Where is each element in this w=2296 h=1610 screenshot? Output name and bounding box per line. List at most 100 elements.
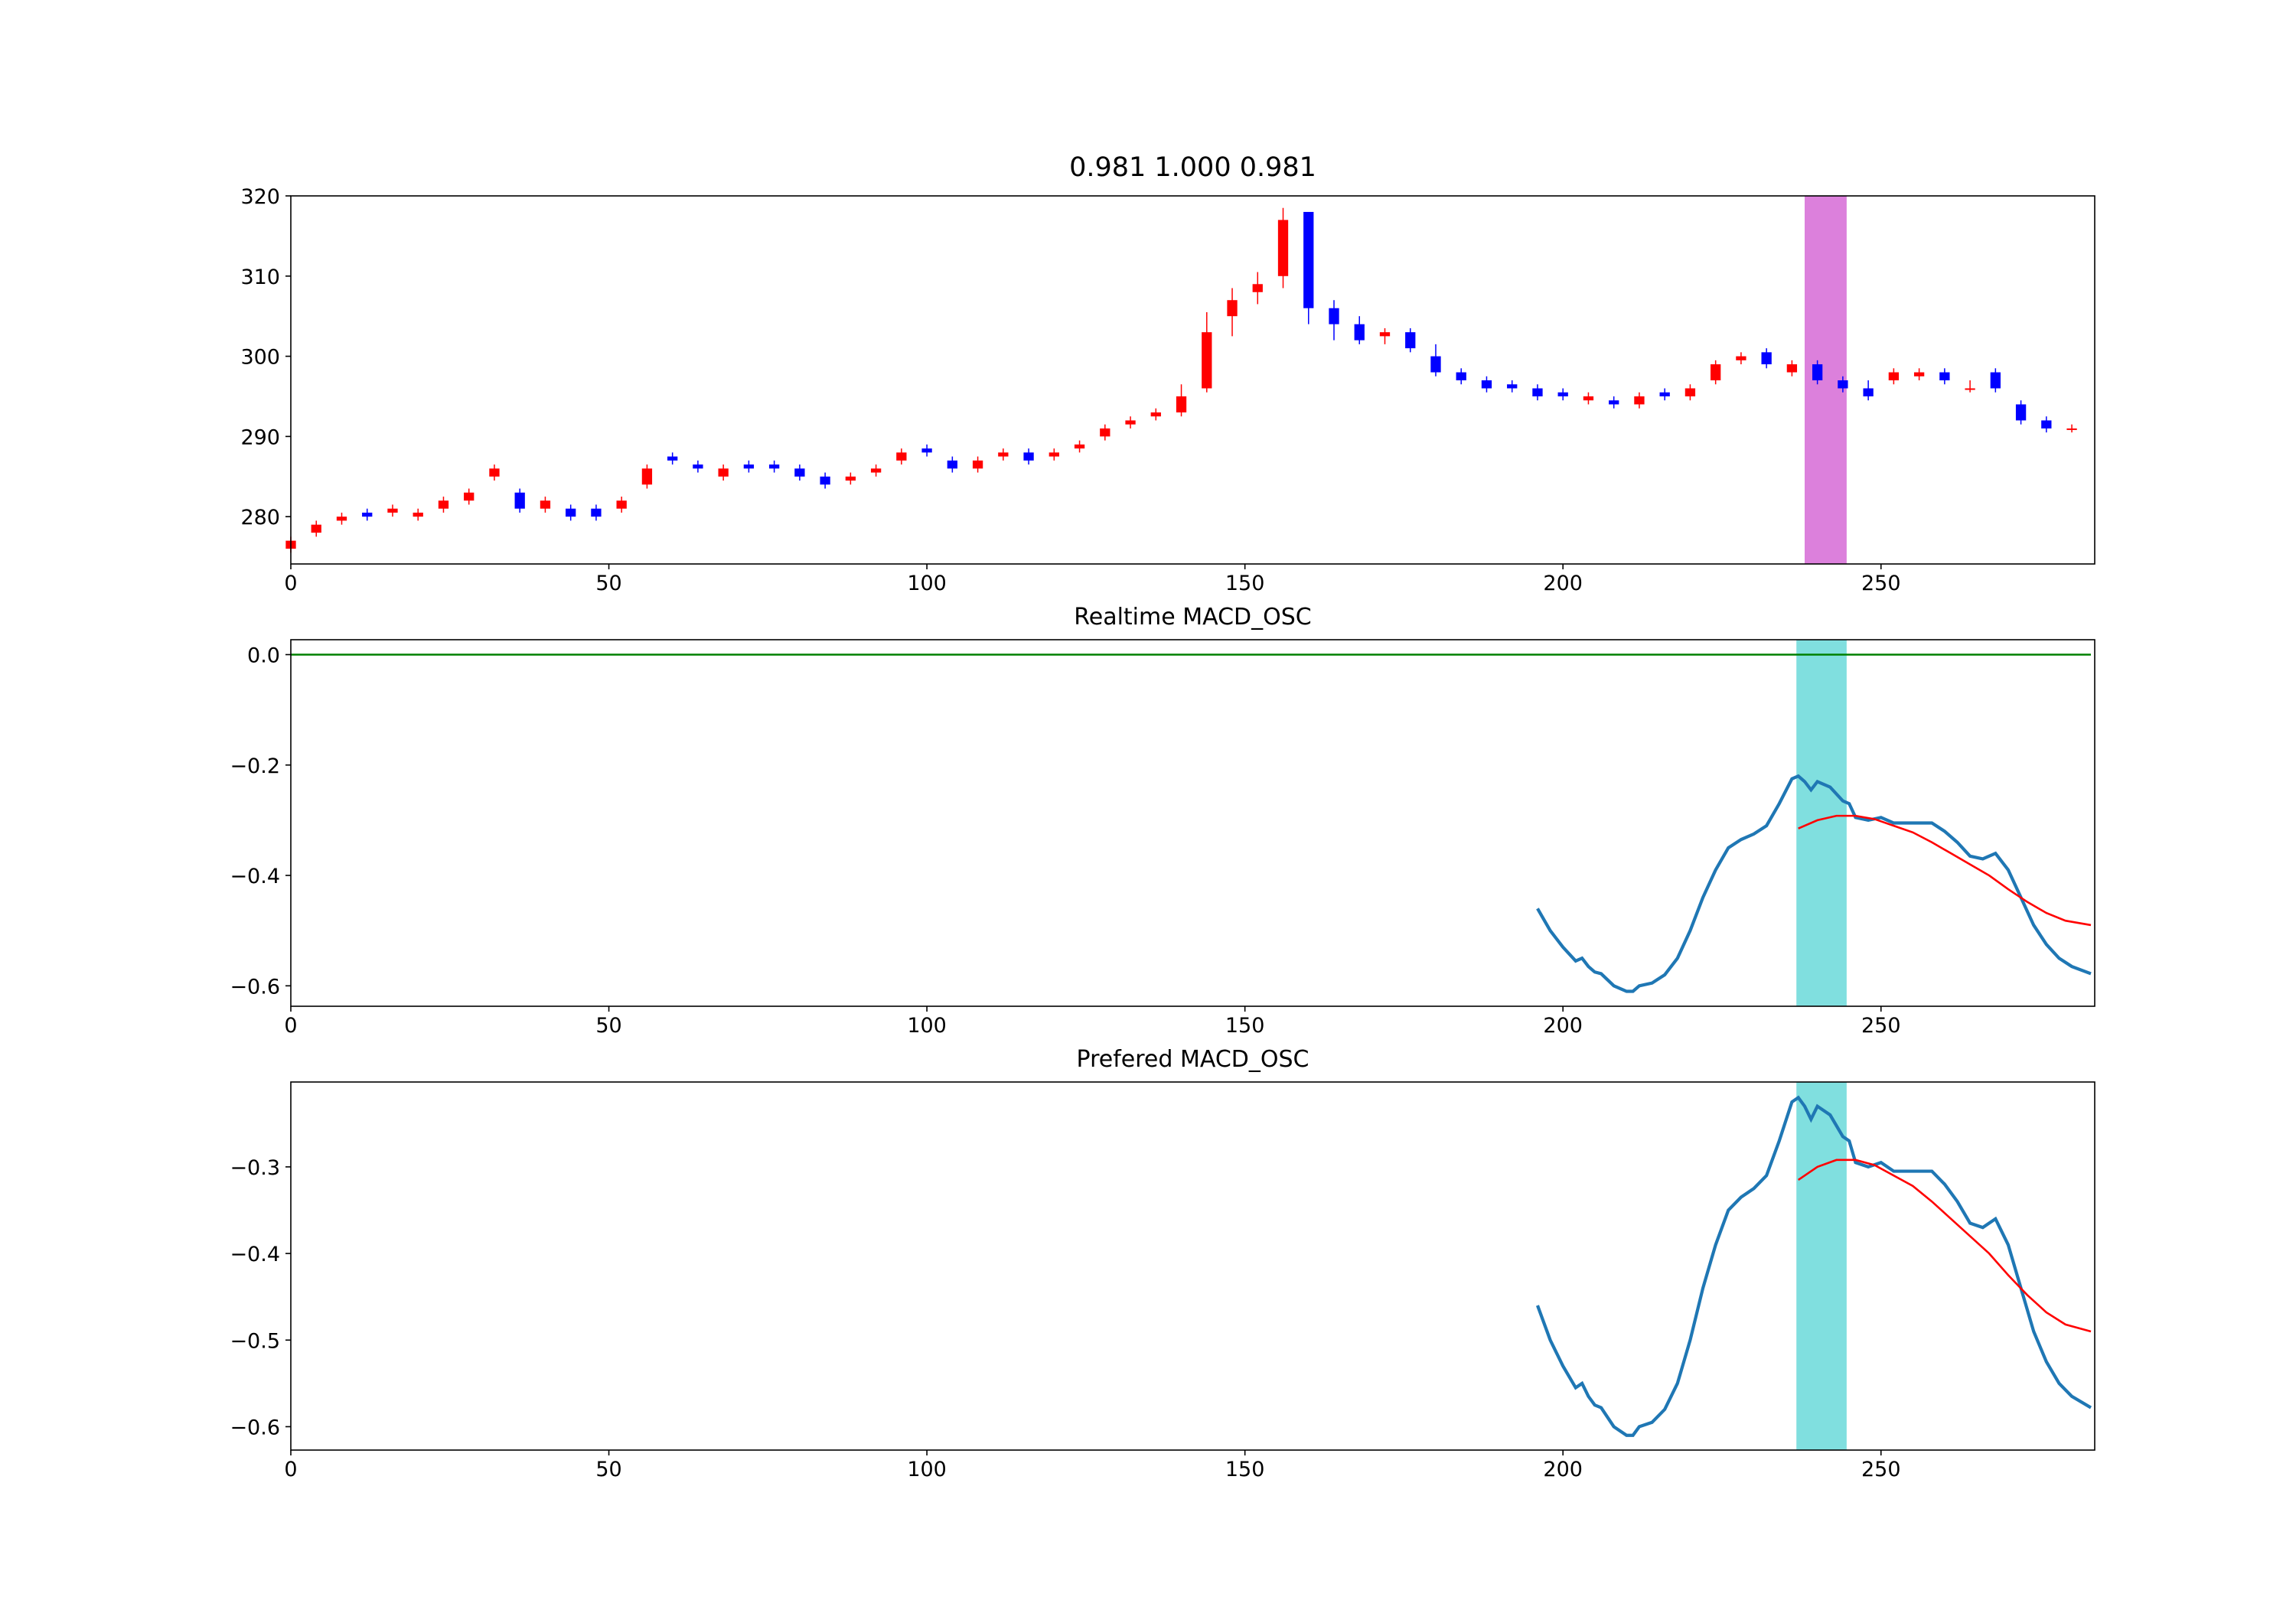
x-tick-label: 150 — [1225, 572, 1265, 595]
candle-body — [972, 460, 983, 469]
x-tick-label: 150 — [1225, 1014, 1265, 1038]
candle-body — [820, 476, 830, 485]
candle-body — [1100, 428, 1110, 437]
line-series — [1536, 774, 2092, 993]
candle-body — [1202, 332, 1212, 389]
y-tick-label: −0.4 — [230, 865, 280, 888]
candle-body — [1761, 352, 1772, 365]
candle-body — [1303, 211, 1314, 308]
axes-frame — [290, 639, 2095, 1007]
highlight-span — [1796, 1082, 1847, 1450]
candle-body — [1838, 380, 1848, 389]
candle-body — [693, 464, 703, 469]
y-tick-label: 0.0 — [247, 644, 280, 667]
x-tick-label: 0 — [284, 1014, 297, 1038]
candle-body — [1252, 284, 1263, 292]
candle-body — [438, 500, 449, 509]
candle-body — [1329, 308, 1339, 324]
candle-body — [2066, 428, 2077, 430]
x-tick-label: 100 — [907, 1014, 947, 1038]
candle-body — [1863, 388, 1874, 396]
axes-frame — [290, 1081, 2095, 1451]
candle-body — [1532, 388, 1543, 396]
subplot: 0 50 100 150 200 250 280 290 300 310 320 0.981 1.00… — [240, 152, 2095, 595]
candle-body — [718, 468, 729, 477]
x-tick-label: 200 — [1543, 572, 1583, 595]
candle-body — [1507, 384, 1518, 389]
candle-body — [1965, 388, 1975, 390]
x-tick-label: 50 — [595, 1014, 621, 1038]
x-tick-label: 150 — [1225, 1458, 1265, 1481]
candle-body — [998, 452, 1009, 457]
candle-body — [947, 460, 957, 469]
candle-body — [2041, 420, 2052, 429]
line-series — [1797, 1159, 2092, 1333]
candle-body — [1557, 392, 1568, 396]
x-tick-label: 100 — [907, 572, 947, 595]
y-tick-label: −0.5 — [230, 1329, 280, 1353]
axes-frame — [290, 195, 2095, 565]
y-tick-label: 290 — [240, 425, 280, 449]
subplot-title: Prefered MACD_OSC — [1077, 1046, 1309, 1073]
candle-body — [1711, 364, 1721, 381]
x-tick-label: 50 — [595, 1458, 621, 1481]
y-tick-label: 320 — [240, 185, 280, 209]
candle-body — [870, 468, 882, 473]
candle-body — [1812, 364, 1823, 381]
candle-body — [1659, 392, 1670, 396]
y-tick-label: 300 — [240, 346, 280, 370]
candle-body — [540, 500, 551, 509]
candle-body — [1481, 380, 1492, 389]
y-tick-label: −0.6 — [230, 1416, 280, 1439]
candle-body — [1074, 444, 1085, 449]
candle-body — [1150, 412, 1161, 417]
candle-body — [667, 456, 678, 461]
y-tick-label: −0.4 — [230, 1243, 280, 1266]
candle-body — [845, 476, 856, 481]
candle-body — [387, 508, 398, 513]
x-tick-label: 100 — [907, 1458, 947, 1481]
subplot-title: Realtime MACD_OSC — [1074, 604, 1312, 631]
candle-body — [794, 468, 805, 477]
subplot: 0 50 100 150 200 250 −0.3 −0.4 −0.5 −0.6 Prefered … — [230, 1046, 2095, 1481]
candle-body — [1049, 452, 1059, 457]
subplot: 0 50 100 150 200 250 0.0 −0.2 −0.4 −0.6 Realtime M… — [230, 604, 2095, 1038]
candle-body — [1583, 396, 1594, 401]
y-tick-label: −0.2 — [230, 754, 280, 778]
highlight-span — [1796, 640, 1847, 1006]
candle-body — [1125, 420, 1136, 425]
candle-body — [1634, 396, 1645, 405]
candle-body — [1023, 452, 1034, 461]
line-series — [1798, 814, 2092, 927]
candle-body — [743, 464, 755, 469]
x-tick-label: 200 — [1543, 1014, 1583, 1038]
candle-body — [1277, 220, 1289, 276]
candle-body — [1736, 356, 1746, 360]
candle-body — [768, 464, 780, 469]
candle-body — [1354, 324, 1365, 341]
candle-body — [413, 512, 423, 517]
y-tick-label: 310 — [240, 266, 280, 289]
candle-body — [1913, 372, 1925, 376]
candle-body — [464, 492, 475, 501]
y-tick-label: −0.6 — [230, 975, 280, 999]
candle-body — [896, 452, 907, 461]
candle-body — [641, 468, 653, 485]
candle-body — [1684, 388, 1696, 396]
x-tick-label: 250 — [1861, 572, 1901, 595]
highlight-span — [1805, 196, 1847, 564]
candle-body — [616, 500, 627, 509]
candle-body — [1786, 364, 1798, 373]
candle-body — [1888, 372, 1900, 381]
candle-body — [2015, 404, 2027, 421]
x-tick-label: 0 — [284, 572, 297, 595]
candle-body — [1939, 372, 1950, 381]
candle-body — [1379, 332, 1391, 337]
x-tick-label: 50 — [595, 572, 621, 595]
line-series — [1535, 1095, 2092, 1437]
candle-body — [1176, 396, 1187, 412]
candle-body — [336, 517, 347, 521]
y-tick-label: 280 — [240, 506, 280, 530]
